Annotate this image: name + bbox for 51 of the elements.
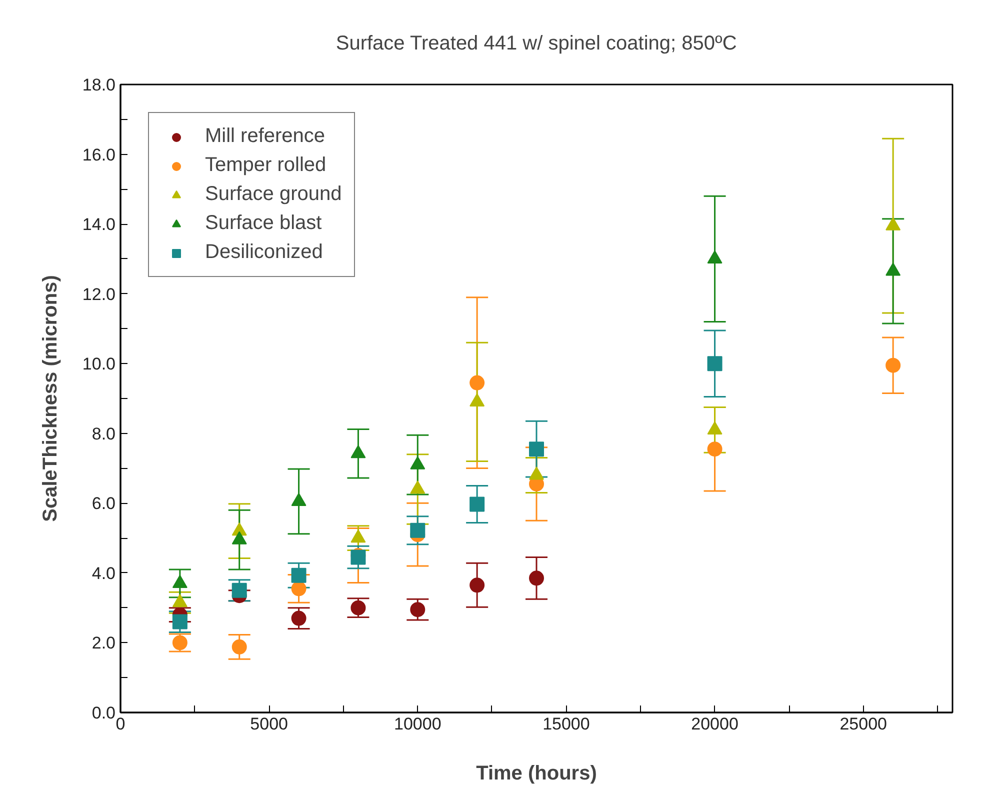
point [410,480,426,494]
point [350,445,366,458]
point [291,610,306,626]
x-tick-label: 0 [116,714,126,734]
point [172,635,188,650]
point [529,466,544,480]
y-tick-label: 8.0 [92,424,116,444]
point [470,496,485,512]
y-tick-label: 0.0 [92,704,116,722]
legend-label: Desiliconized [205,241,323,264]
legend-label: Temper rolled [205,154,326,177]
y-tick-label: 2.0 [92,634,116,653]
point [707,421,722,434]
x-axis-title: Time (hours) [476,762,597,784]
point [470,375,485,390]
y-axis-title: ScaleThickness (microns) [39,275,62,522]
point [291,581,306,596]
x-tick-label: 15000 [542,714,590,734]
point [470,578,485,593]
point [529,442,544,457]
y-tick-label: 12.0 [82,284,116,304]
point [410,456,426,470]
y-tick-label: 6.0 [92,494,116,514]
chart-title: Surface Treated 441 w/ spinel coating; 850ºC [336,32,737,54]
point [886,217,901,230]
y-tick-label: 14.0 [82,215,116,234]
y-tick-label: 18.0 [82,76,116,94]
point [232,639,247,654]
point [707,250,722,264]
legend-label: Surface blast [205,212,322,235]
point [529,570,544,586]
point [291,568,306,583]
legend-label: Surface ground [205,183,342,206]
x-tick-label: 20000 [691,714,738,734]
legend-label: Mill reference [205,125,326,148]
point [410,602,426,618]
x-tick-label: 5000 [250,714,288,734]
x-tick-label: 10000 [394,714,442,734]
point [707,356,722,372]
point [886,262,901,276]
point [707,442,722,457]
y-tick-label: 10.0 [82,354,116,374]
point [172,614,188,630]
x-tick-label: 25000 [840,714,887,734]
point [886,358,901,373]
y-tick-label: 4.0 [92,564,116,583]
y-tick-label: 16.0 [82,145,116,164]
point [410,522,426,538]
point [470,393,485,407]
point [350,600,366,616]
point [232,582,247,598]
